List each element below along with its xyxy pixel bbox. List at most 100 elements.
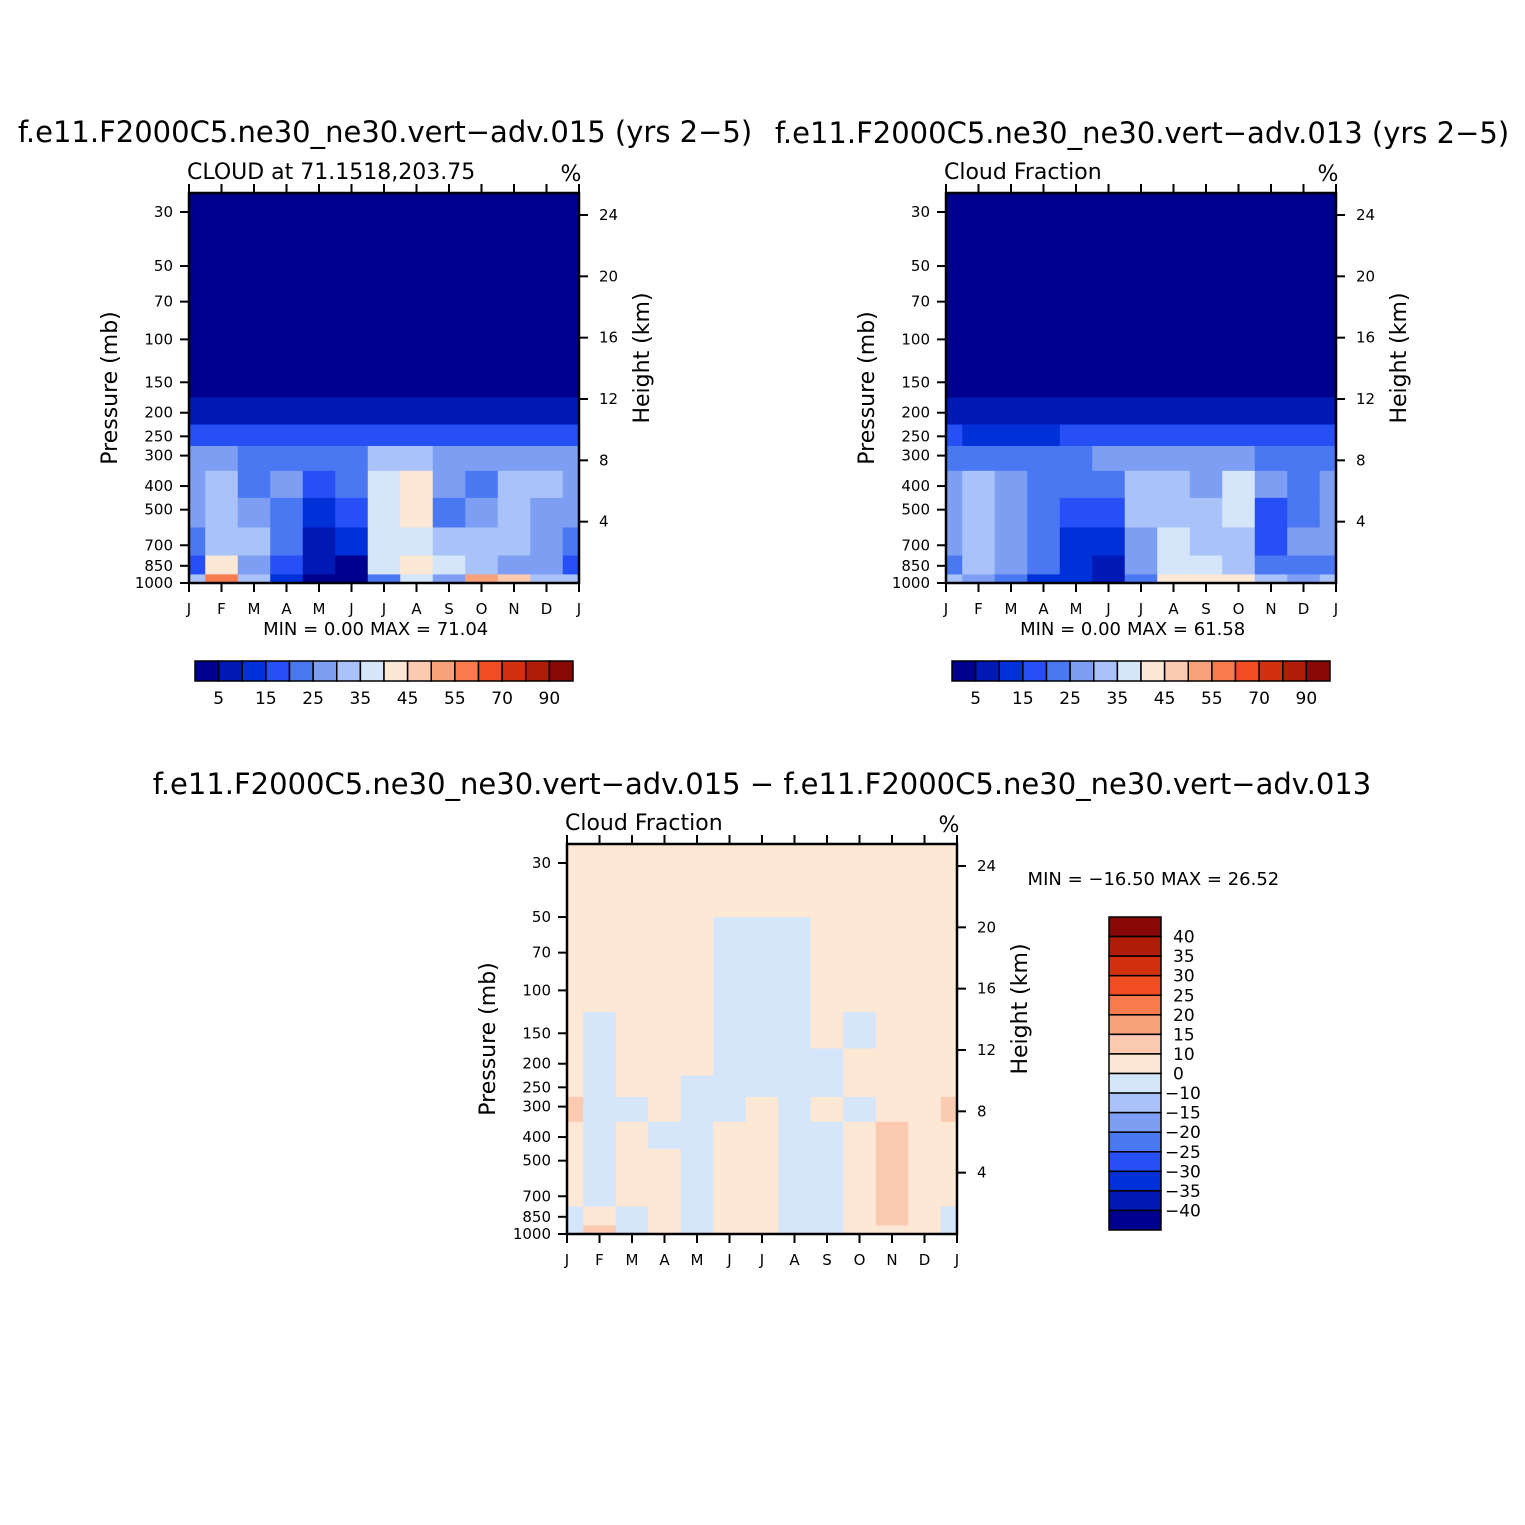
heatmap-cell xyxy=(962,360,996,399)
heatmap-cell xyxy=(270,527,304,557)
heatmap-cell xyxy=(335,574,369,584)
x-tick-label: O xyxy=(476,600,488,618)
heatmap-cell xyxy=(713,1178,747,1208)
heatmap-cell xyxy=(567,1011,584,1050)
colorbar-swatch xyxy=(336,660,362,682)
heatmap-cell xyxy=(270,360,304,399)
heatmap-cell xyxy=(567,1096,584,1123)
y-tick-label: 300 xyxy=(144,447,173,465)
colorbar-swatch xyxy=(1108,1209,1162,1231)
heatmap-cell xyxy=(940,1011,958,1050)
heatmap-cell xyxy=(567,1148,584,1180)
heatmap-cell xyxy=(778,1011,812,1050)
heatmap-cell xyxy=(680,1048,714,1077)
y2-tick-label: 16 xyxy=(1356,329,1375,347)
colorbar-swatch xyxy=(998,660,1024,682)
heatmap-cell xyxy=(1319,527,1337,557)
heatmap-cell xyxy=(1189,360,1223,399)
heatmap-cell xyxy=(302,527,336,557)
heatmap-cell xyxy=(335,397,369,426)
heatmap-cell xyxy=(1254,574,1288,584)
colorbar-label: 45 xyxy=(1154,689,1176,709)
heatmap-cell xyxy=(432,555,466,575)
x-tick-label: J xyxy=(381,600,386,618)
heatmap-cell xyxy=(583,1206,617,1226)
colorbar-swatch xyxy=(477,660,503,682)
y2-axis-label: Height (km) xyxy=(630,292,655,423)
heatmap-cell xyxy=(615,1178,649,1208)
heatmap-cell xyxy=(1092,470,1126,499)
heatmap-cell xyxy=(497,527,531,557)
heatmap-cell xyxy=(994,574,1028,584)
colorbar-swatch xyxy=(1234,660,1260,682)
heatmap-cell xyxy=(962,445,996,472)
colorbar-label: 15 xyxy=(1012,689,1034,709)
heatmap-cell xyxy=(994,470,1028,499)
heatmap-cell xyxy=(432,574,466,584)
heatmap-cell xyxy=(745,1048,779,1077)
heatmap-cell xyxy=(1059,497,1093,529)
heatmap-cell xyxy=(745,1011,779,1050)
y-tick-label: 250 xyxy=(522,1078,551,1096)
heatmap-cell xyxy=(940,1121,958,1150)
heatmap-cell xyxy=(205,527,239,557)
x-tick-label: D xyxy=(919,1251,931,1269)
colorbar-swatch xyxy=(1108,1111,1162,1133)
y2-tick-label: 20 xyxy=(1356,267,1375,285)
heatmap-cell xyxy=(810,1225,844,1235)
heatmap-cell xyxy=(946,360,963,399)
heatmap-cell xyxy=(367,360,401,399)
heatmap-cell xyxy=(1092,555,1126,575)
heatmap-cell xyxy=(1124,555,1158,575)
colorbar-swatch xyxy=(1108,1033,1162,1055)
heatmap-cell xyxy=(562,527,580,557)
colorbar-swatch xyxy=(1022,660,1048,682)
heatmap-cell xyxy=(994,266,1028,362)
heatmap-cell xyxy=(205,360,239,399)
heatmap-cell xyxy=(367,397,401,426)
heatmap-cell xyxy=(367,266,401,362)
colorbar-label: −20 xyxy=(1165,1123,1201,1143)
heatmap-cell xyxy=(615,1011,649,1050)
heatmap-cell xyxy=(400,574,434,584)
heatmap-cell xyxy=(648,1011,682,1050)
colorbar-swatch xyxy=(548,660,574,682)
panel-difference: J F M A M J J A S O N D J305070100150200250300400500… xyxy=(476,811,1279,1269)
heatmap-cell xyxy=(843,917,877,1013)
heatmap-cell xyxy=(843,1011,877,1050)
heatmap-cell xyxy=(567,1121,584,1150)
heatmap-cell xyxy=(648,1121,682,1150)
colorbar-swatch xyxy=(1045,660,1071,682)
heatmap-cell xyxy=(940,1075,958,1098)
heatmap-cell xyxy=(648,1075,682,1098)
colorbar-swatch xyxy=(1108,1190,1162,1212)
colorbar-swatch xyxy=(1108,994,1162,1016)
colorbar-label: 55 xyxy=(1201,689,1223,709)
heatmap-cell xyxy=(1254,497,1288,529)
x-tick-label: F xyxy=(974,600,983,618)
colorbar-swatch xyxy=(1140,660,1166,682)
heatmap-cell xyxy=(1287,424,1321,447)
heatmap-cell xyxy=(530,360,564,399)
heatmap-cell xyxy=(1027,360,1061,399)
colorbar-swatch xyxy=(1108,916,1162,938)
heatmap-cell xyxy=(648,1148,682,1180)
heatmap-cell xyxy=(237,266,271,362)
heatmap-cell xyxy=(1189,266,1223,362)
colorbar-swatch xyxy=(217,660,243,682)
heatmap-cell xyxy=(1059,574,1093,584)
heatmap-cell xyxy=(335,527,369,557)
heatmap-cell xyxy=(994,360,1028,399)
heatmap-cell xyxy=(778,1048,812,1077)
heatmap-cell xyxy=(615,917,649,1013)
heatmap-cell xyxy=(810,1075,844,1098)
heatmap-cell xyxy=(648,1048,682,1077)
heatmap-cell xyxy=(189,193,206,267)
x-tick-label: J xyxy=(576,600,581,618)
colorbar-label: 55 xyxy=(444,689,466,709)
heatmap-cell xyxy=(432,445,466,472)
heatmap-cell xyxy=(530,445,564,472)
heatmap-cell xyxy=(432,527,466,557)
heatmap-cell xyxy=(302,193,336,267)
